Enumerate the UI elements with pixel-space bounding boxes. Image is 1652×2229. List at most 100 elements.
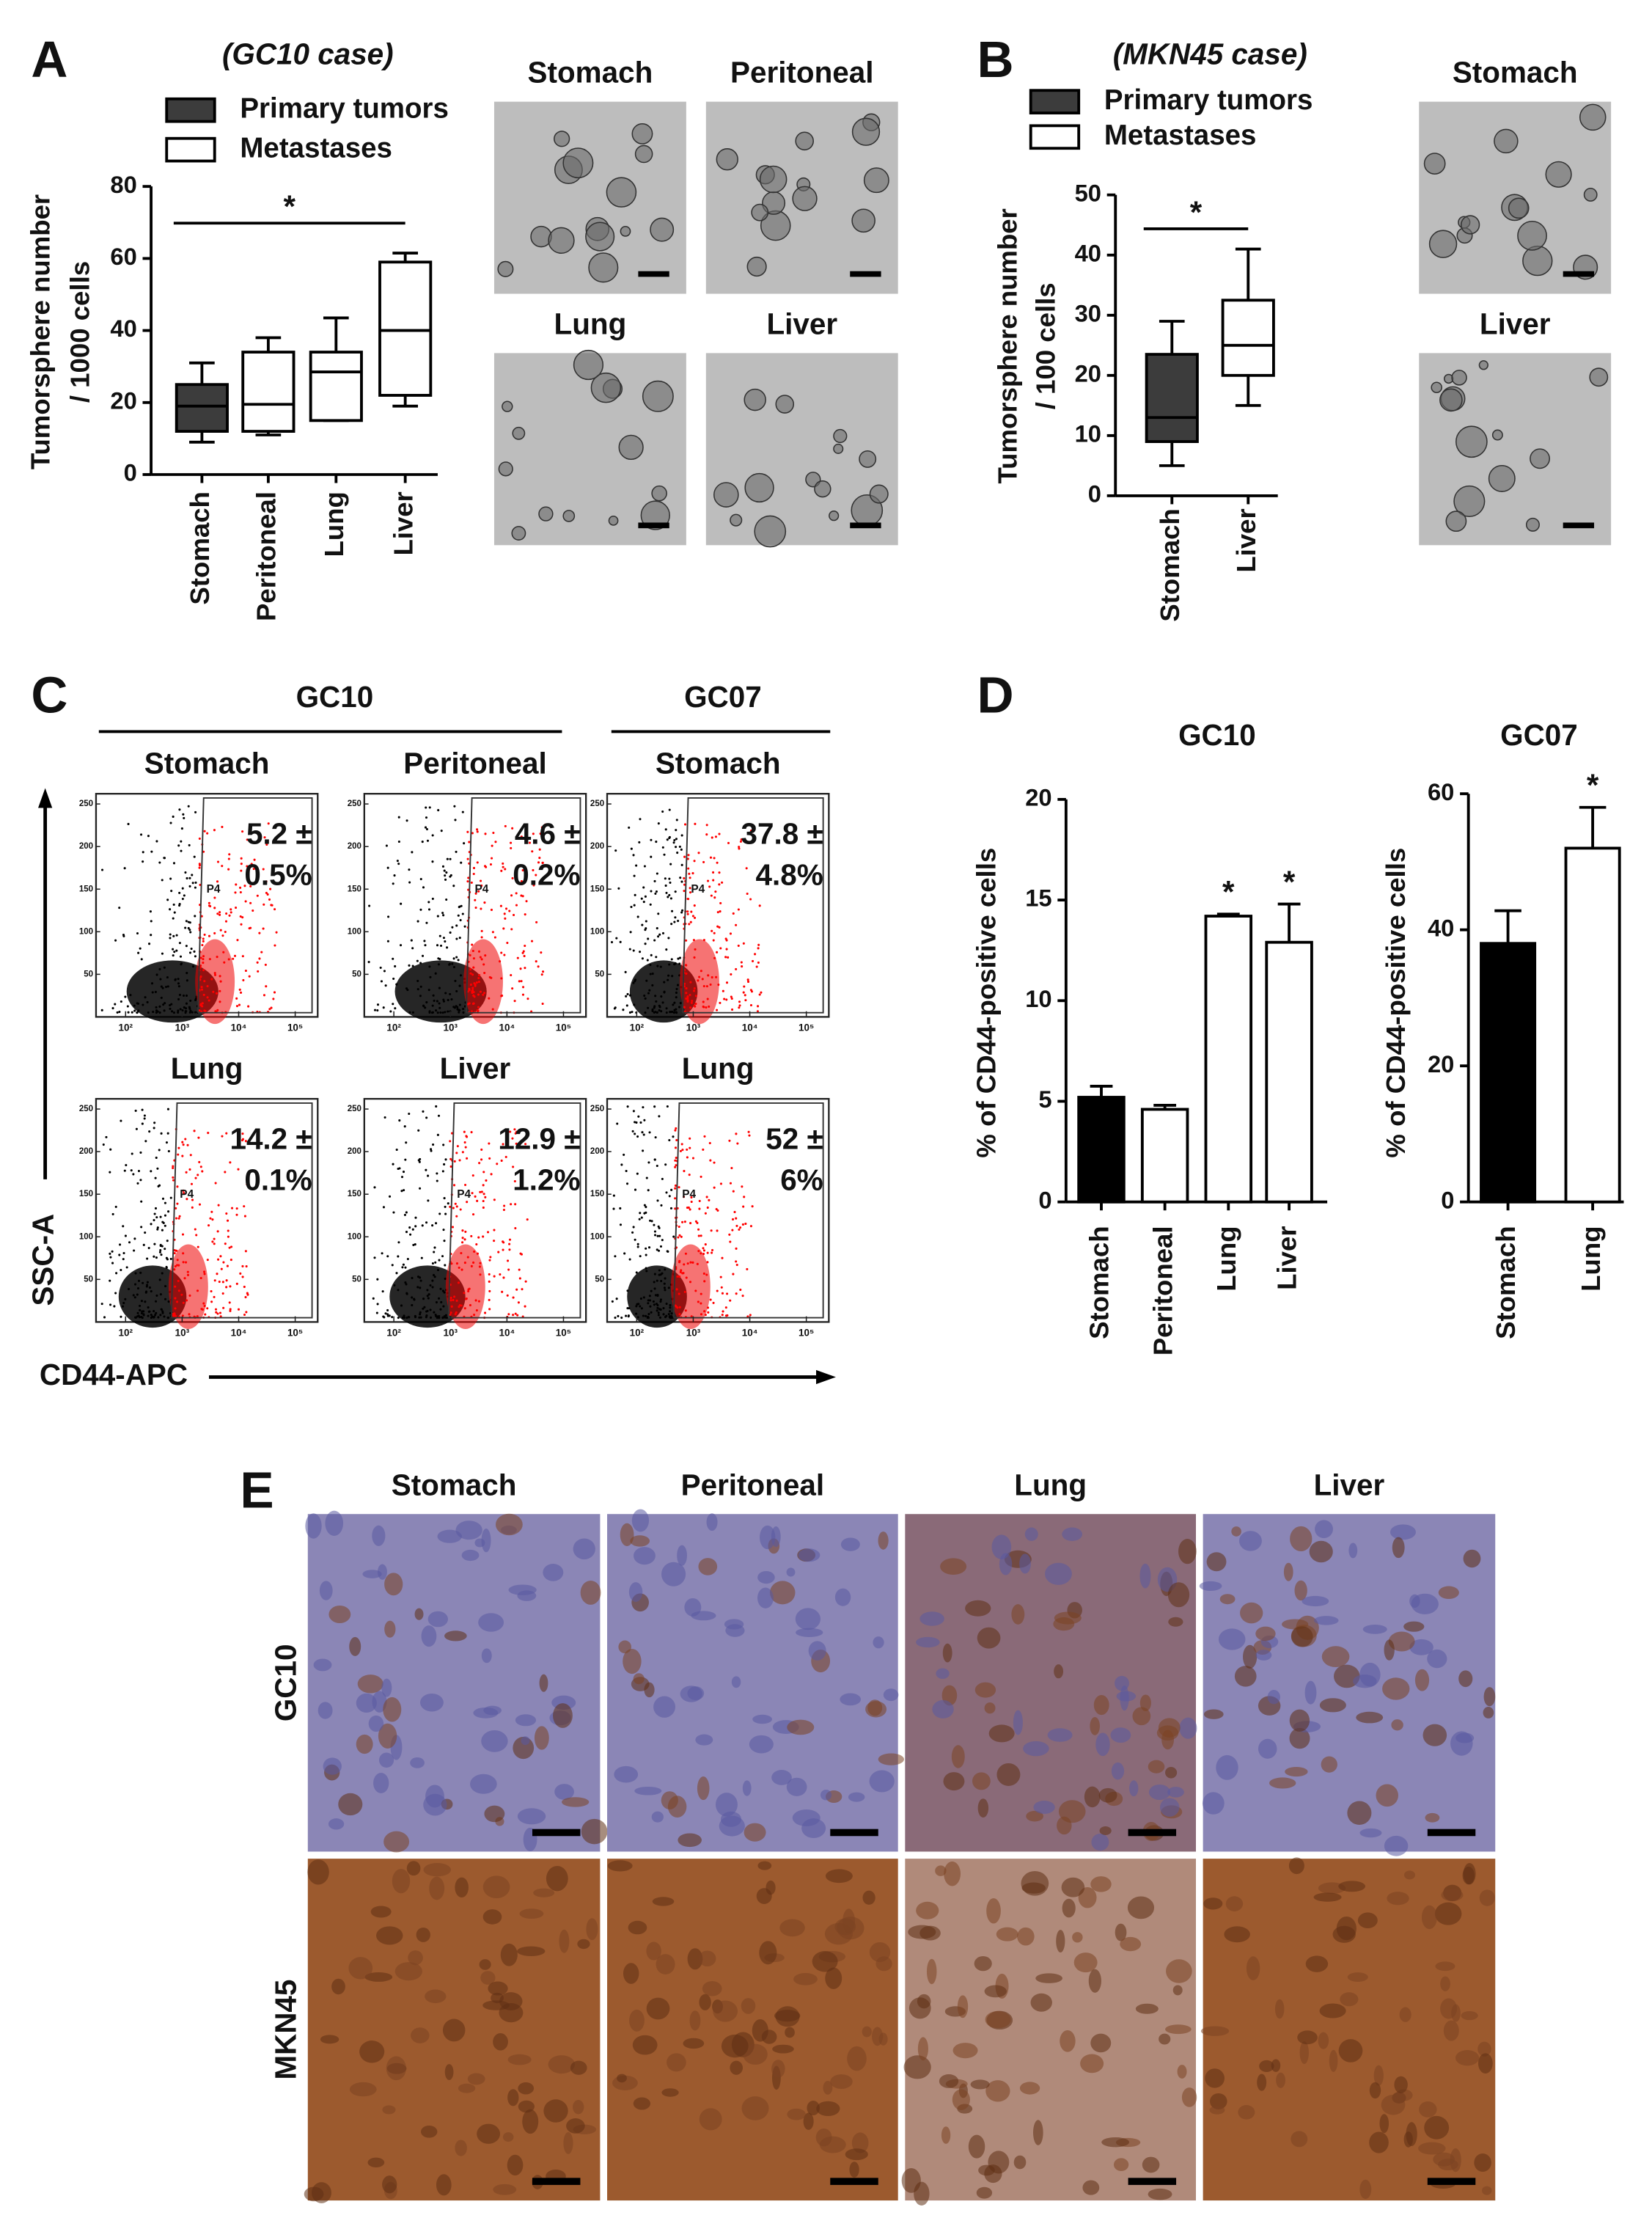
event-dot — [425, 828, 428, 831]
event-dot — [661, 810, 664, 813]
event-dot — [477, 950, 481, 953]
event-dot — [713, 956, 716, 959]
event-dot — [265, 891, 268, 894]
event-dot — [649, 903, 652, 906]
event-dot — [645, 1247, 647, 1250]
event-dot — [441, 1011, 444, 1014]
tissue-cell — [437, 1529, 462, 1543]
event-dot — [659, 1308, 662, 1311]
event-dot — [724, 956, 727, 959]
event-dot — [169, 1257, 172, 1260]
event-dot — [430, 1148, 433, 1151]
event-dot — [479, 956, 482, 959]
event-dot — [395, 983, 398, 986]
event-dot — [665, 1011, 668, 1014]
tissue-cell — [771, 1770, 792, 1785]
event-dot — [159, 1248, 162, 1252]
tissue-cell — [957, 1995, 969, 2018]
event-dot — [482, 1184, 485, 1187]
event-dot — [185, 945, 188, 948]
event-dot — [184, 1011, 187, 1014]
event-dot — [672, 1235, 675, 1238]
event-dot — [689, 993, 691, 997]
event-dot — [515, 1288, 518, 1291]
event-dot — [702, 939, 705, 942]
event-dot — [437, 963, 440, 966]
event-dot — [665, 1303, 668, 1306]
event-dot — [383, 970, 386, 973]
event-dot — [436, 1133, 439, 1136]
event-dot — [678, 1306, 681, 1309]
event-dot — [376, 1003, 380, 1006]
event-dot — [503, 1204, 506, 1207]
tissue-cell — [507, 2089, 519, 2107]
flow-percent: 12.9 ± — [498, 1122, 580, 1156]
event-dot — [675, 987, 678, 990]
event-dot — [435, 1300, 438, 1304]
tissue-cell — [1336, 1916, 1357, 1941]
tissue-cell — [721, 2034, 749, 2058]
event-dot — [402, 1171, 405, 1174]
event-dot — [674, 962, 677, 965]
event-dot — [524, 913, 526, 916]
event-dot — [181, 1154, 184, 1157]
tissue-cell — [632, 2035, 658, 2055]
event-dot — [705, 1196, 708, 1198]
event-dot — [172, 934, 175, 937]
tissue-cell — [1168, 1617, 1183, 1627]
event-dot — [184, 871, 187, 874]
event-dot — [177, 1146, 180, 1149]
event-dot — [155, 1256, 158, 1259]
tissue-cell — [419, 1693, 444, 1712]
event-dot — [404, 1281, 407, 1284]
event-dot — [493, 1198, 496, 1201]
event-dot — [213, 973, 217, 976]
event-dot — [186, 979, 188, 982]
event-dot — [441, 1289, 444, 1292]
event-dot — [729, 1182, 733, 1185]
flow-x-tick-label: 10³ — [686, 1022, 701, 1033]
tissue-cell — [481, 1528, 491, 1553]
tissue-cell — [786, 1777, 807, 1796]
flow-x-tick-label: 10³ — [175, 1022, 190, 1033]
tissue-cell — [941, 2126, 951, 2144]
event-dot — [662, 1306, 665, 1310]
event-dot — [656, 1248, 658, 1251]
event-dot — [408, 964, 411, 967]
event-dot — [742, 991, 745, 994]
tissue-cell — [1451, 2004, 1461, 2022]
tissue-cell — [769, 1581, 796, 1605]
event-dot — [224, 1242, 227, 1245]
event-dot — [648, 1131, 651, 1134]
event-dot — [164, 1002, 166, 1005]
event-dot — [431, 1262, 434, 1265]
event-dot — [426, 1295, 429, 1297]
tissue-cell — [1441, 1889, 1464, 1902]
tissue-cell — [1246, 1956, 1260, 1980]
tissue-cell — [951, 1745, 965, 1768]
event-dot — [178, 891, 181, 894]
gate-label: P4 — [457, 1188, 471, 1201]
tissue-cell — [1258, 1738, 1277, 1759]
image-label: Lung — [554, 307, 627, 341]
event-dot — [464, 1230, 467, 1233]
event-dot — [748, 1134, 751, 1137]
event-dot — [425, 1000, 428, 1004]
event-dot — [645, 1176, 648, 1179]
event-dot — [726, 1292, 729, 1295]
event-dot — [419, 1311, 422, 1314]
event-dot — [674, 1187, 677, 1190]
event-dot — [741, 965, 744, 968]
event-dot — [674, 1159, 677, 1162]
flow-x-tick-label: 10⁵ — [799, 1327, 814, 1338]
scale-bar — [1427, 1829, 1476, 1837]
event-dot — [238, 1003, 241, 1006]
tissue-cell — [1362, 1624, 1387, 1634]
event-dot — [151, 991, 154, 994]
tissue-cell — [1120, 1936, 1142, 1952]
event-dot — [182, 1143, 185, 1146]
tissue-cell — [977, 1798, 989, 1818]
tissue-cell — [916, 1901, 939, 1919]
gate-label: P4 — [474, 883, 488, 896]
event-dot — [724, 1306, 727, 1309]
